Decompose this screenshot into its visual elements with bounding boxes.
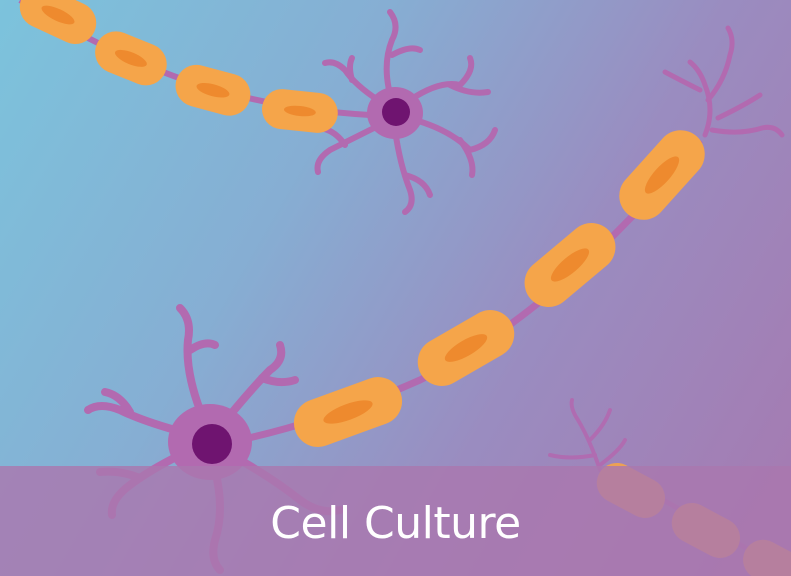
bottom-myelin-chain [293, 130, 705, 447]
top-myelin-chain [19, 0, 338, 133]
top-neuron-nucleus [382, 98, 410, 126]
card-title[interactable]: Cell Culture [270, 497, 521, 549]
bottom-neuron-nucleus [192, 424, 232, 464]
caption-bar: Cell Culture [0, 466, 791, 576]
